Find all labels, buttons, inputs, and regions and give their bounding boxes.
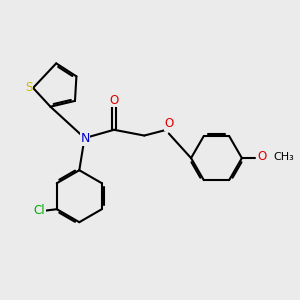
- Text: S: S: [25, 81, 32, 94]
- Text: CH₃: CH₃: [274, 152, 294, 162]
- Text: O: O: [258, 150, 267, 163]
- Text: O: O: [109, 94, 119, 106]
- Text: O: O: [165, 117, 174, 130]
- Text: N: N: [80, 132, 90, 145]
- Text: Cl: Cl: [34, 204, 45, 217]
